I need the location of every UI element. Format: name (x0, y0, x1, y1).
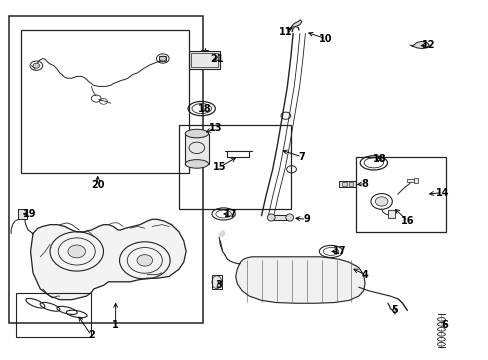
Text: 16: 16 (400, 216, 414, 226)
Bar (185, 134, 208, 164)
Text: 2: 2 (88, 330, 95, 341)
Text: 10: 10 (319, 34, 332, 44)
Ellipse shape (185, 129, 208, 138)
Text: 5: 5 (390, 305, 397, 315)
Text: 17: 17 (224, 209, 237, 219)
Circle shape (68, 245, 85, 258)
Text: 19: 19 (23, 209, 36, 219)
Bar (339, 181, 356, 187)
Bar (19, 208, 27, 219)
Bar (179, 125, 290, 208)
Bar (348, 182, 353, 186)
Bar (211, 275, 221, 289)
Polygon shape (411, 41, 428, 49)
Ellipse shape (285, 214, 293, 221)
Text: 9: 9 (303, 214, 309, 224)
Ellipse shape (185, 159, 208, 168)
Text: 14: 14 (435, 188, 448, 198)
Text: 6: 6 (441, 320, 447, 330)
Polygon shape (289, 20, 301, 28)
Polygon shape (219, 231, 224, 237)
Polygon shape (30, 219, 186, 300)
Bar (407, 179, 415, 182)
Bar (159, 56, 166, 61)
Bar (191, 53, 217, 67)
Bar (271, 215, 289, 220)
Text: 13: 13 (208, 123, 222, 133)
Bar (9, 16, 203, 323)
Bar (413, 178, 417, 183)
Text: 18: 18 (372, 154, 386, 163)
Bar (387, 210, 394, 217)
Text: 11: 11 (279, 27, 292, 37)
Text: 7: 7 (298, 152, 305, 162)
Text: 8: 8 (361, 179, 368, 189)
Circle shape (137, 255, 152, 266)
Bar (341, 182, 346, 186)
Bar (21, 30, 188, 173)
Text: 15: 15 (212, 162, 225, 172)
Bar (188, 51, 220, 69)
Text: 21: 21 (210, 54, 223, 64)
Text: 20: 20 (91, 180, 104, 190)
Text: 18: 18 (198, 104, 211, 113)
Ellipse shape (267, 214, 275, 221)
Circle shape (33, 63, 40, 68)
Circle shape (159, 56, 166, 61)
Circle shape (374, 197, 387, 206)
Text: 12: 12 (421, 40, 434, 50)
Bar (16, 293, 91, 337)
Text: 3: 3 (215, 280, 222, 291)
Bar (356, 157, 446, 232)
Text: 17: 17 (332, 247, 346, 256)
Text: 4: 4 (361, 270, 367, 280)
Text: 1: 1 (112, 320, 119, 330)
Polygon shape (235, 257, 365, 303)
